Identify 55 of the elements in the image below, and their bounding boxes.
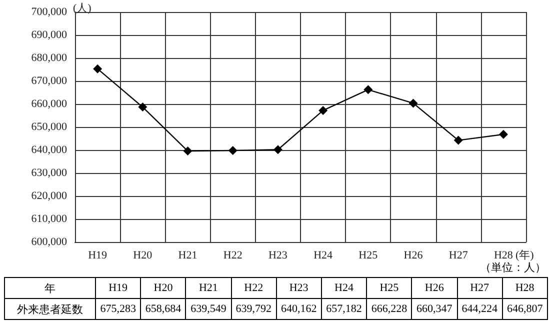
x-tick-label: H23 — [268, 250, 288, 262]
data-label: 639,792 — [231, 298, 276, 320]
text: （単位：人） — [480, 261, 546, 275]
category-label: H25 — [380, 282, 399, 294]
category-label: H28 — [515, 282, 534, 294]
x-tick-label: H22 — [223, 250, 242, 262]
x-tick-label: H27 — [448, 250, 468, 262]
data-label: 644,224 — [457, 298, 502, 320]
point — [273, 145, 282, 154]
y-tick-label: 680,000 — [31, 52, 68, 64]
point — [364, 85, 373, 94]
category-label: H21 — [198, 282, 218, 294]
y-tick-label: 630,000 — [31, 167, 68, 179]
category-label: H23 — [289, 282, 308, 294]
x-tick-label: H28 — [494, 250, 514, 262]
data-label: 658,684 — [140, 298, 186, 320]
y-tick-label: 620,000 — [31, 190, 68, 202]
x-tick-label: H25 — [358, 250, 378, 262]
y-tick-label: 650,000 — [31, 121, 68, 133]
point — [498, 130, 508, 139]
y-tick-label: 660,000 — [31, 98, 68, 110]
x-axis-title: (年) — [515, 250, 534, 262]
data-label: 640,162 — [276, 298, 322, 320]
legend-label: 外来患者延数 — [4, 298, 96, 320]
point — [138, 102, 148, 112]
text: 年 — [4, 278, 96, 298]
data-label: 660,347 — [412, 298, 457, 320]
category-label: H27 — [470, 282, 490, 294]
data-label: 639,549 — [186, 298, 232, 320]
category-label: H20 — [154, 282, 173, 294]
y-tick-label: 640,000 — [31, 144, 68, 156]
point — [454, 136, 463, 145]
y-tick-label: 600,000 — [31, 236, 68, 248]
point — [183, 146, 192, 156]
x-tick-label: H21 — [178, 250, 198, 262]
category-label: H19 — [108, 282, 128, 294]
point — [318, 106, 328, 115]
data-label: 675,283 — [96, 298, 141, 320]
y-tick-label: 690,000 — [31, 29, 68, 41]
category-label: H26 — [424, 282, 444, 294]
y-tick-label: 610,000 — [31, 213, 68, 225]
y-tick-label: 700,000 — [31, 6, 68, 18]
x-tick-label: H24 — [314, 250, 334, 262]
point — [93, 64, 102, 74]
x-tick-label: H19 — [88, 250, 108, 262]
point — [228, 146, 238, 155]
y-tick-label: 670,000 — [31, 75, 68, 87]
x-tick-label: H20 — [133, 250, 153, 262]
x-tick-label: H26 — [404, 250, 424, 262]
data-label: 657,182 — [321, 298, 367, 320]
data-label: 666,228 — [366, 298, 412, 320]
category-label: H22 — [244, 282, 264, 294]
data-label: 646,807 — [502, 298, 548, 320]
category-label: H24 — [334, 282, 354, 294]
point — [408, 98, 418, 108]
